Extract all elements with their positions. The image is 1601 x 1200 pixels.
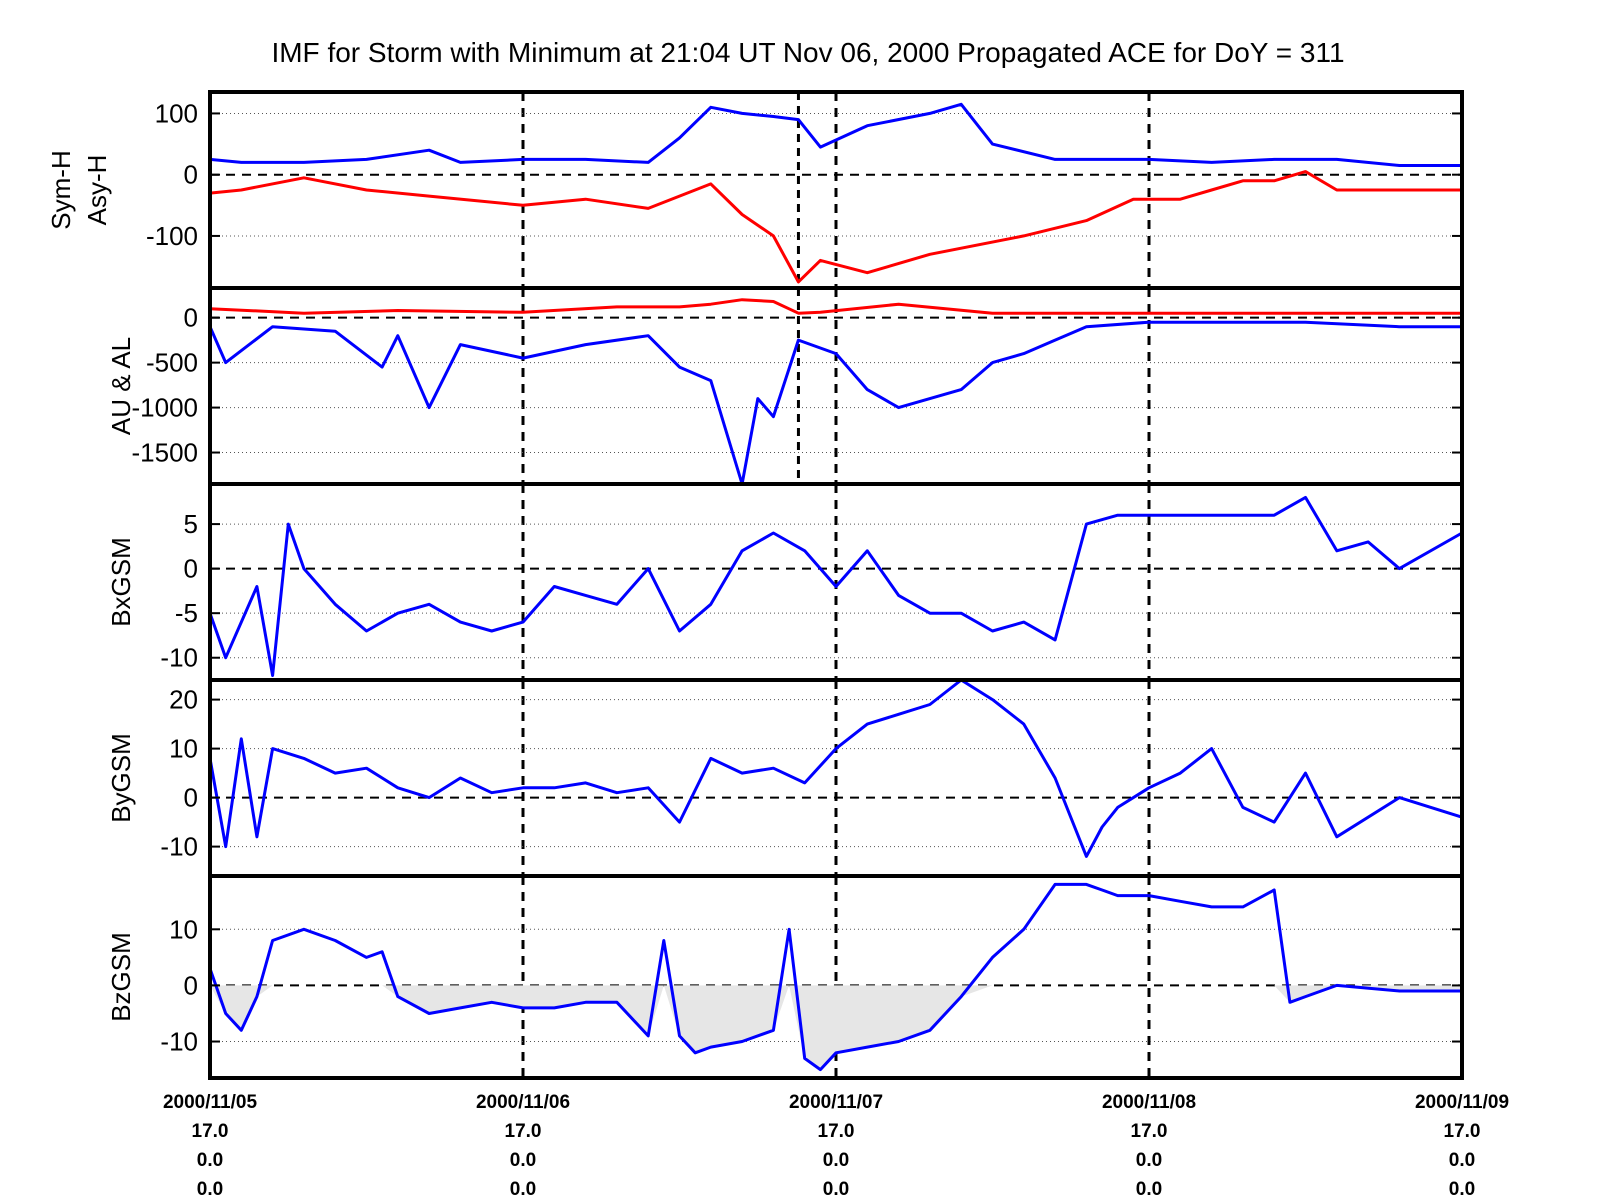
x-tick-label: 0.0 (510, 1150, 536, 1171)
y-tick-label: -10 (160, 643, 198, 673)
series-line-blue (208, 882, 1462, 1072)
y-tick-label: 10 (169, 734, 198, 764)
x-tick-label: 17.0 (818, 1121, 855, 1142)
y-axis-label: AU & AL (106, 337, 136, 435)
y-axis-label: ByGSM (106, 733, 136, 823)
x-axis: 2000/11/05 17.0 0.0 0.0 2000/11/06 17.0 0.0 0.0… (163, 1068, 1509, 1200)
panel-0: 100 0 -100 Sym-H Asy-H (46, 90, 1464, 290)
y-tick-label: 100 (155, 98, 198, 128)
x-tick-label: 0.0 (823, 1150, 849, 1171)
y-tick-label: 0 (184, 303, 198, 333)
series-line-red (209, 298, 1462, 315)
x-tick-label: 0.0 (1449, 1150, 1475, 1171)
y-tick-label: -10 (160, 1027, 198, 1057)
chart-title: IMF for Storm with Minimum at 21:04 UT N… (271, 37, 1344, 68)
x-tick-label: 0.0 (510, 1179, 536, 1200)
y-tick-label: -10 (160, 832, 198, 862)
x-tick-label: 2000/11/07 (789, 1092, 883, 1113)
y-axis-label: BzGSM (106, 932, 136, 1022)
x-tick-label: 2000/11/06 (476, 1092, 570, 1113)
y-tick-label: -100 (146, 221, 198, 251)
y-axis-label: Asy-H (82, 155, 112, 226)
x-tick-label: 0.0 (1136, 1150, 1162, 1171)
y-axis-label: Sym-H (46, 150, 76, 229)
y-tick-label: 0 (184, 160, 198, 190)
y-tick-label: -1000 (132, 393, 199, 423)
y-tick-label: 10 (169, 914, 198, 944)
series-line-blue (208, 320, 1462, 486)
x-tick-label: 17.0 (1131, 1121, 1168, 1142)
x-tick-label: 0.0 (1136, 1179, 1162, 1200)
panel-4: 10 0 -10 BzGSM (106, 874, 1464, 1080)
x-tick-label: 17.0 (1444, 1121, 1481, 1142)
series-line-blue (208, 495, 1463, 677)
y-tick-label: -5 (175, 598, 198, 628)
series-line-blue (209, 102, 1462, 167)
y-tick-label: 0 (184, 783, 198, 813)
x-tick-label: 17.0 (505, 1121, 542, 1142)
y-tick-label: 0 (184, 554, 198, 584)
x-tick-label: 0.0 (823, 1179, 849, 1200)
panel-3: 20 10 0 -10 ByGSM (106, 678, 1464, 878)
series-line-red (209, 170, 1462, 284)
y-tick-label: 5 (184, 509, 198, 539)
y-tick-label: 20 (169, 685, 198, 715)
x-tick-label: 0.0 (197, 1150, 223, 1171)
series-line-blue (208, 678, 1463, 858)
x-tick-label: 17.0 (192, 1121, 229, 1142)
x-tick-label: 0.0 (197, 1179, 223, 1200)
panel-2: 5 0 -5 -10 BxGSM (106, 482, 1464, 682)
x-tick-label: 2000/11/05 (163, 1092, 257, 1113)
y-tick-label: -500 (146, 348, 198, 378)
x-tick-label: 0.0 (1449, 1179, 1475, 1200)
y-axis-label: BxGSM (106, 537, 136, 627)
x-tick-label: 2000/11/09 (1415, 1092, 1509, 1113)
y-tick-label: -1500 (132, 438, 199, 468)
x-tick-label: 2000/11/08 (1102, 1092, 1196, 1113)
y-tick-label: 0 (184, 970, 198, 1000)
